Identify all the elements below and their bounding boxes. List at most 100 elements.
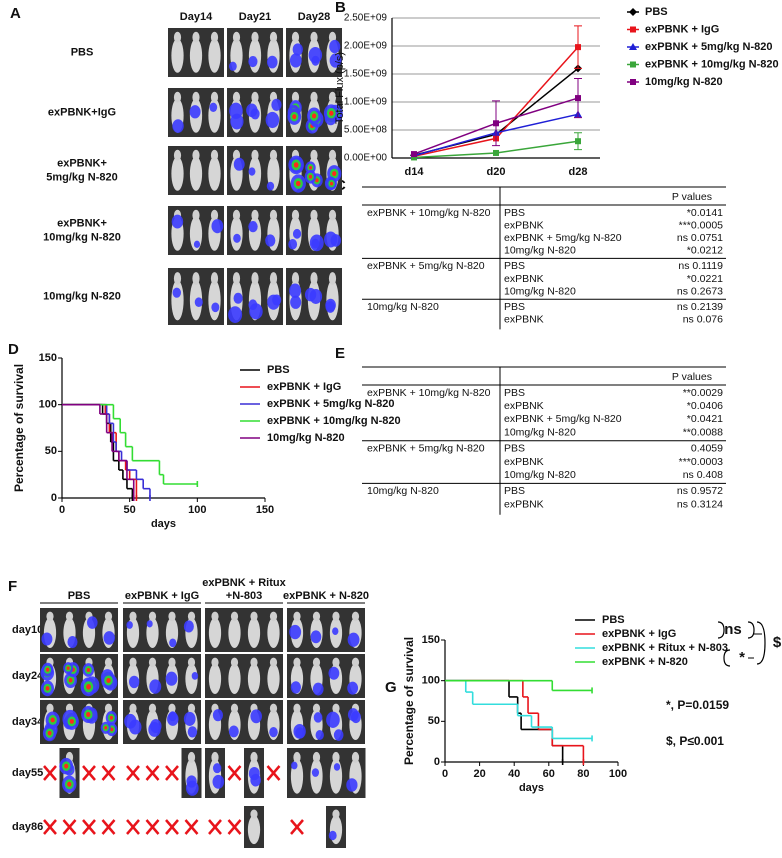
signal-blob	[186, 780, 199, 796]
x-tick-label: 0	[59, 504, 65, 516]
bracket	[717, 621, 766, 667]
mouse-head	[65, 611, 74, 622]
absent-mark	[266, 765, 281, 781]
note: $, P≤0.001	[666, 734, 724, 748]
comparison: exPBNK	[504, 498, 544, 510]
p-value: **0.0029	[683, 387, 723, 399]
signal-blob	[324, 231, 338, 248]
column-header: exPBNK + N-820	[283, 590, 369, 602]
x-tick-label: 20	[473, 768, 485, 780]
legend-marker	[630, 79, 636, 85]
group-label: exPBNK + 10mg/kg N-820	[367, 207, 491, 219]
mouse-body	[208, 156, 221, 191]
legend-label: PBS	[645, 6, 668, 18]
mouse-body	[171, 280, 184, 321]
y-axis-label: Percentage of survival	[12, 364, 26, 492]
mouse-head	[291, 31, 300, 43]
legend-label: exPBNK + 5mg/kg N-820	[267, 398, 394, 410]
mouse-head	[129, 657, 137, 668]
signal-blob	[292, 114, 297, 120]
group-label: exPBNK + 10mg/kg N-820	[367, 387, 491, 399]
signal-blob	[329, 53, 342, 68]
signal-blob	[211, 219, 224, 234]
table-header: P values	[672, 191, 712, 203]
marker	[493, 149, 499, 156]
mouse-head	[332, 657, 340, 668]
mouse-head	[293, 751, 301, 763]
mouse-head	[232, 91, 241, 103]
signal-blob	[312, 682, 324, 696]
signal-blob	[289, 624, 302, 640]
x-tick-label: 80	[577, 768, 589, 780]
x-axis-label: days	[151, 518, 176, 530]
legend-marker	[630, 61, 636, 68]
signal-blob	[183, 620, 194, 633]
mouse-head	[210, 31, 219, 43]
mouse-head	[269, 657, 278, 668]
comparison: 10mg/kg N-820	[504, 285, 576, 297]
mouse-head	[104, 657, 113, 668]
legend-label: exPBNK + 5mg/kg N-820	[645, 41, 772, 53]
mouse-head	[312, 657, 321, 668]
p-value: ns 0.0751	[677, 232, 723, 244]
signal-blob	[289, 53, 302, 68]
mouse-body	[171, 156, 184, 191]
mouse-head	[293, 703, 301, 714]
mouse-head	[192, 209, 200, 221]
legend-label: exPBNK + N-820	[602, 656, 688, 668]
mouse-head	[230, 611, 239, 622]
panel-label: G	[385, 679, 397, 696]
mouse-head	[351, 611, 360, 622]
p-value: ns 0.076	[683, 314, 723, 326]
comparison: exPBNK	[504, 273, 544, 285]
mouse-body	[171, 38, 184, 73]
row-label: 5mg/kg N-820	[46, 171, 118, 183]
comparison: PBS	[504, 207, 525, 219]
signal-blob	[295, 727, 305, 739]
mouse-head	[104, 703, 113, 714]
signal-blob	[233, 233, 241, 243]
mouse-body	[267, 617, 280, 648]
mouse-head	[232, 209, 241, 221]
signal-blob	[86, 711, 91, 717]
mouse-body	[247, 815, 261, 845]
signal-blob	[295, 180, 301, 187]
mouse-head	[173, 31, 182, 43]
mouse-head	[168, 703, 176, 714]
comparison: exPBNK + 5mg/kg N-820	[504, 413, 622, 425]
absent-mark	[126, 819, 140, 835]
panel-label: D	[8, 341, 19, 358]
signal-blob	[194, 297, 203, 308]
signal-blob	[228, 306, 243, 324]
mouse-head	[332, 703, 340, 714]
x-tick-label: 60	[543, 768, 555, 780]
absent-mark	[126, 765, 140, 781]
y-tick-label: 50	[428, 715, 440, 727]
absent-mark	[43, 765, 57, 781]
mouse-head	[251, 31, 259, 43]
signal-blob	[68, 677, 73, 683]
signal-blob	[315, 730, 324, 741]
legend-label: exPBNK + 10mg/kg N-820	[645, 58, 779, 70]
signal-blob	[228, 725, 239, 738]
signal-blob	[212, 709, 223, 722]
legend-label: PBS	[602, 614, 625, 626]
signal-blob	[325, 298, 336, 312]
legend-label: 10mg/kg N-820	[645, 76, 723, 88]
signal-blob	[289, 283, 302, 298]
absent-mark	[184, 819, 199, 835]
mouse-head	[187, 751, 196, 763]
absent-mark	[62, 819, 77, 835]
mouse-head	[148, 703, 157, 714]
p-value: ***0.0003	[679, 456, 724, 468]
p-value: *0.0141	[687, 207, 723, 219]
p-value: ns 0.2673	[677, 285, 723, 297]
p-value: **0.0088	[683, 426, 723, 438]
comparison: exPBNK	[504, 314, 544, 326]
mouse-body	[208, 663, 222, 694]
row-label: day24	[12, 670, 44, 682]
row-label: 10mg/kg N-820	[43, 290, 121, 302]
signal-blob	[309, 234, 324, 252]
mouse-head	[312, 703, 321, 714]
